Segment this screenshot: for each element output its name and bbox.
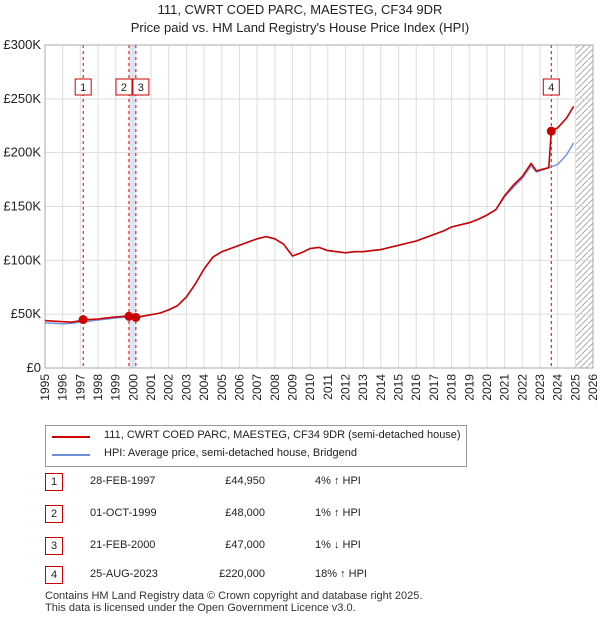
x-tick-label: 2022: [515, 374, 529, 401]
sale-point-4: [546, 126, 556, 136]
x-tick-label: 2011: [321, 374, 335, 400]
x-tick-label: 2020: [480, 374, 494, 401]
transaction-date: 25-AUG-2023: [90, 568, 158, 580]
x-tick-label: 1996: [56, 374, 70, 401]
x-tick-label: 2017: [427, 374, 441, 401]
x-tick-label: 2007: [250, 374, 264, 401]
transaction-hpi-relation: 1% ↑ HPI: [315, 507, 361, 519]
y-tick-label: £50K: [11, 306, 42, 321]
legend-label-hpi: HPI: Average price, semi-detached house,…: [104, 447, 357, 459]
y-tick-label: £200K: [3, 145, 41, 160]
x-tick-label: 1998: [91, 374, 105, 401]
x-tick-label: 2008: [268, 374, 282, 401]
y-tick-label: £150K: [3, 199, 41, 214]
x-tick-label: 2021: [498, 374, 512, 401]
y-tick-label: £100K: [3, 252, 41, 267]
chart-legend: 111, CWRT COED PARC, MAESTEG, CF34 9DR (…: [45, 425, 467, 467]
sale-point-1: [78, 315, 88, 325]
legend-swatch-property: [52, 436, 90, 438]
transaction-number-badge: 3: [45, 537, 63, 555]
transaction-date: 21-FEB-2000: [90, 539, 156, 551]
x-tick-label: 2004: [197, 374, 211, 401]
y-tick-label: £250K: [3, 91, 41, 106]
transaction-hpi-relation: 1% ↓ HPI: [315, 539, 361, 551]
x-tick-label: 2024: [551, 374, 565, 401]
x-tick-label: 1999: [109, 374, 123, 401]
marker-2-label: 2: [121, 82, 127, 94]
marker-3-label: 3: [138, 82, 144, 94]
chart-title: 111, CWRT COED PARC, MAESTEG, CF34 9DR: [157, 2, 443, 17]
legend-label-property: 111, CWRT COED PARC, MAESTEG, CF34 9DR (…: [104, 429, 461, 441]
transaction-number-badge: 4: [45, 566, 63, 584]
x-tick-label: 2001: [144, 374, 158, 401]
sale-point-3: [131, 312, 141, 322]
x-tick-label: 2026: [586, 374, 600, 401]
marker-3-box: [132, 78, 150, 96]
footer-line-copyright: Contains HM Land Registry data © Crown c…: [45, 590, 423, 602]
x-tick-label: 2012: [339, 374, 353, 401]
chart-subtitle: Price paid vs. HM Land Registry's House …: [130, 20, 470, 35]
legend-swatch-hpi: [52, 454, 90, 456]
footer-attribution: Contains HM Land Registry data © Crown c…: [45, 590, 422, 614]
transaction-price: £48,000: [225, 507, 265, 519]
x-tick-label: 2014: [374, 374, 388, 401]
x-tick-label: 1995: [38, 374, 52, 401]
x-tick-label: 2018: [445, 374, 459, 401]
transaction-hpi-relation: 4% ↑ HPI: [315, 475, 361, 487]
x-tick-label: 2003: [179, 374, 193, 401]
x-tick-label: 2016: [409, 374, 423, 401]
transaction-price: £47,000: [225, 539, 265, 551]
x-tick-label: 2006: [232, 374, 246, 401]
transaction-price: £220,000: [219, 568, 265, 580]
y-tick-label: £300K: [3, 37, 41, 52]
x-tick-label: 2002: [162, 374, 176, 401]
transaction-date: 01-OCT-1999: [90, 507, 157, 519]
marker-4-box: [542, 78, 560, 96]
transaction-price: £44,950: [225, 475, 265, 487]
x-tick-label: 2023: [533, 374, 547, 401]
marker-4-label: 4: [548, 82, 554, 94]
x-tick-label: 2015: [392, 374, 406, 401]
transaction-number-badge: 1: [45, 473, 63, 491]
y-tick-label: £0: [27, 360, 41, 375]
price-chart: 1 2 3 4 £0 £50K £100K £150K £200K £250K £300K 1995 1…: [3, 37, 600, 401]
x-tick-label: 2005: [215, 374, 229, 401]
footer-line-licence: This data is licensed under the Open Gov…: [45, 602, 356, 614]
x-tick-label: 2019: [462, 374, 476, 401]
x-tick-label: 2010: [303, 374, 317, 401]
transaction-number-badge: 2: [45, 505, 63, 523]
marker-1-box: [74, 78, 92, 96]
x-tick-label: 1997: [73, 374, 87, 401]
marker-2-box: [115, 78, 133, 96]
x-tick-label: 2025: [568, 374, 582, 401]
transaction-date: 28-FEB-1997: [90, 475, 156, 487]
marker-1-label: 1: [80, 82, 86, 94]
x-tick-label: 2009: [285, 374, 299, 401]
x-tick-label: 2000: [126, 374, 140, 401]
x-tick-label: 2013: [356, 374, 370, 401]
transaction-hpi-relation: 18% ↑ HPI: [315, 568, 367, 580]
plot-frame: [44, 44, 594, 369]
